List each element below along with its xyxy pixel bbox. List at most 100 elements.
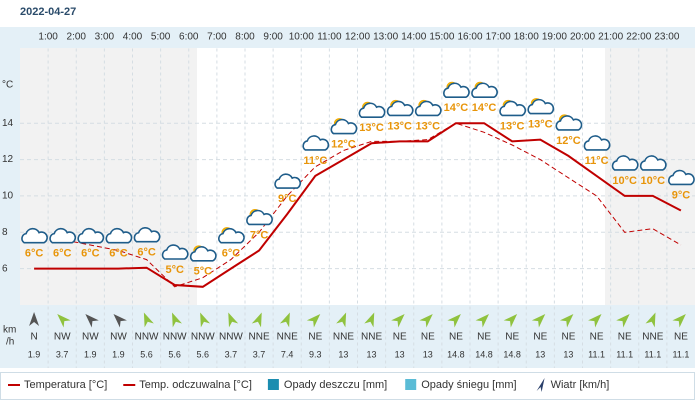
temperature-label: 6°C xyxy=(25,248,44,260)
wind-direction: NNE xyxy=(333,332,354,343)
wind-speed: 11.1 xyxy=(644,349,661,359)
temperature-label: 10°C xyxy=(641,175,666,187)
x-tick-label: 15:00 xyxy=(429,32,454,43)
temperature-label: 5°C xyxy=(165,264,184,276)
wind-speed: 5.6 xyxy=(140,349,153,359)
wind-arrow xyxy=(228,312,239,328)
cloud xyxy=(161,244,189,260)
cloud xyxy=(583,135,611,151)
wind-speed: 13 xyxy=(563,349,573,359)
cloud xyxy=(330,118,358,135)
cloud xyxy=(668,169,695,186)
wind-direction: NE xyxy=(393,332,407,343)
x-tick-label: 11:00 xyxy=(317,32,342,43)
wind-direction: NE xyxy=(449,332,463,343)
temperature-label: 6°C xyxy=(81,248,100,260)
legend-swatch xyxy=(267,379,279,390)
wind-arrow xyxy=(57,314,71,328)
weather-icon xyxy=(218,227,245,244)
hour-header xyxy=(0,27,695,48)
cloud xyxy=(443,82,470,99)
wind-arrow xyxy=(645,312,656,328)
wind-speed: 3.7 xyxy=(225,349,238,359)
weather-icon xyxy=(471,81,498,99)
feels-like-line xyxy=(34,122,682,288)
x-tick-label: 17:00 xyxy=(486,32,511,43)
wind-direction: NW xyxy=(54,332,71,343)
x-tick-label: 21:00 xyxy=(598,32,623,43)
temperature-label: 13°C xyxy=(387,120,412,132)
wind-arrow xyxy=(531,314,546,328)
x-tick-label: 2:00 xyxy=(67,32,87,43)
weather-icon xyxy=(668,169,695,186)
y-tick-label: 14 xyxy=(2,118,14,129)
temperature-label: 11°C xyxy=(585,155,609,167)
temperature-label: 9°C xyxy=(672,189,691,201)
temperature-label: 5°C xyxy=(194,266,213,278)
cloud xyxy=(49,227,77,244)
wind-arrow xyxy=(447,314,461,328)
wind-arrow xyxy=(200,312,211,328)
wind-direction: NE xyxy=(561,332,575,343)
wind-direction: NE xyxy=(590,332,604,343)
temperature-label: 6°C xyxy=(109,248,128,260)
wind-arrow xyxy=(306,314,321,328)
cloud xyxy=(77,227,105,244)
wind-speed: 3.7 xyxy=(253,349,266,359)
x-tick-label: 23:00 xyxy=(654,32,679,43)
weather-icon xyxy=(49,227,77,244)
wind-speed: 14.8 xyxy=(475,349,493,359)
wind-direction: NNE xyxy=(249,332,270,343)
wind-arrow xyxy=(172,312,182,328)
cloud xyxy=(471,82,498,99)
x-tick-label: 19:00 xyxy=(542,32,567,43)
temperature-label: 13°C xyxy=(528,118,553,130)
cloud xyxy=(639,155,667,171)
y-tick-label: 12 xyxy=(2,154,14,165)
legend-label: Temp. odczuwalna [°C] xyxy=(139,379,252,391)
y-tick-label: 8 xyxy=(2,227,8,238)
x-tick-label: 20:00 xyxy=(570,32,595,43)
weather-icon xyxy=(330,118,358,135)
weather-icon xyxy=(105,227,133,244)
wind-speed: 5.6 xyxy=(168,349,181,359)
wind-direction: NE xyxy=(533,332,547,343)
wind-arrow xyxy=(503,314,518,328)
temperature-label: 13°C xyxy=(500,120,525,132)
y-tick-label: 10 xyxy=(2,191,14,202)
x-tick-label: 16:00 xyxy=(457,32,482,43)
temperature-label: 7°C xyxy=(250,229,269,241)
temperature-line xyxy=(34,122,682,288)
cloud xyxy=(302,135,330,151)
x-tick-label: 14:00 xyxy=(401,32,426,43)
weather-icon xyxy=(555,114,583,131)
wind-speed: 9.3 xyxy=(309,349,322,359)
temperature-label: 12°C xyxy=(331,138,356,150)
wind-arrow xyxy=(419,314,433,328)
weather-icon xyxy=(414,99,442,117)
cloud xyxy=(414,100,442,117)
wind-direction: NE xyxy=(674,332,688,343)
axis-band xyxy=(0,48,20,368)
cloud xyxy=(189,246,217,262)
wind-unit: /h xyxy=(6,337,14,348)
wind-direction: NE xyxy=(618,332,632,343)
wind-arrow xyxy=(85,314,99,328)
wind-speed: 13 xyxy=(367,349,377,359)
wind-direction: NW xyxy=(82,332,99,343)
wind-arrow xyxy=(143,312,154,328)
weather-icon xyxy=(302,135,330,151)
temperature-label: 12°C xyxy=(556,135,581,147)
wind-direction: NNW xyxy=(219,332,243,343)
legend-label: Opady deszczu [mm] xyxy=(284,379,387,391)
cloud xyxy=(21,227,48,244)
legend-label: Wiatr [km/h] xyxy=(551,379,610,391)
wind-speed: 7.4 xyxy=(281,349,294,359)
wind-direction: NNE xyxy=(277,332,298,343)
wind-speed: 13 xyxy=(395,349,405,359)
x-tick-label: 5:00 xyxy=(151,32,171,43)
legend-label: Opady śniegu [mm] xyxy=(421,379,516,391)
x-tick-label: 18:00 xyxy=(514,32,539,43)
wind-speed: 1.9 xyxy=(28,349,41,359)
